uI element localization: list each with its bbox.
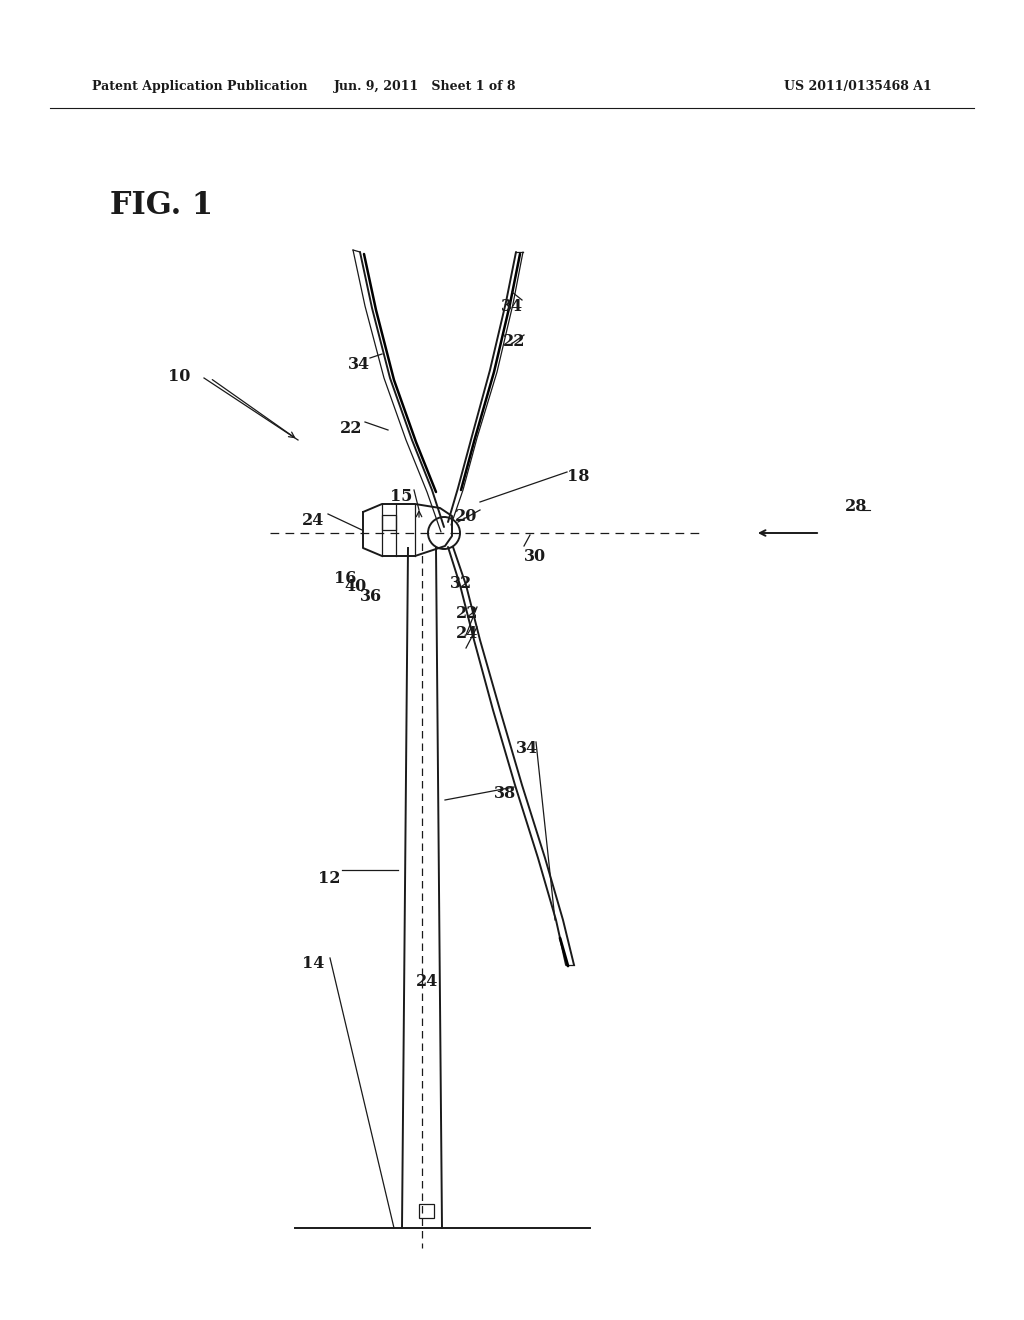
Text: 22: 22 <box>503 333 525 350</box>
Text: Jun. 9, 2011   Sheet 1 of 8: Jun. 9, 2011 Sheet 1 of 8 <box>334 81 516 92</box>
Text: 20: 20 <box>455 508 477 525</box>
Text: 24: 24 <box>456 624 478 642</box>
Text: 22: 22 <box>340 420 362 437</box>
Text: 24: 24 <box>302 512 325 529</box>
Text: 30: 30 <box>524 548 546 565</box>
Text: 15: 15 <box>390 488 413 506</box>
Text: 38: 38 <box>494 785 516 803</box>
Text: 36: 36 <box>360 587 382 605</box>
Text: 34: 34 <box>348 356 370 374</box>
Text: Patent Application Publication: Patent Application Publication <box>92 81 307 92</box>
Text: 12: 12 <box>318 870 341 887</box>
Text: 18: 18 <box>567 469 590 484</box>
Text: 10: 10 <box>168 368 190 385</box>
Text: 14: 14 <box>302 954 325 972</box>
Text: 32: 32 <box>450 576 472 591</box>
Text: 28: 28 <box>845 498 867 515</box>
Text: FIG. 1: FIG. 1 <box>110 190 213 220</box>
Text: 24: 24 <box>416 973 438 990</box>
Text: 40: 40 <box>344 578 367 595</box>
Text: 34: 34 <box>516 741 539 756</box>
Text: 16: 16 <box>334 570 356 587</box>
Text: US 2011/0135468 A1: US 2011/0135468 A1 <box>784 81 932 92</box>
Bar <box>419 1204 434 1218</box>
Text: 34: 34 <box>501 298 523 315</box>
Bar <box>382 515 396 531</box>
Text: 22: 22 <box>456 605 478 622</box>
